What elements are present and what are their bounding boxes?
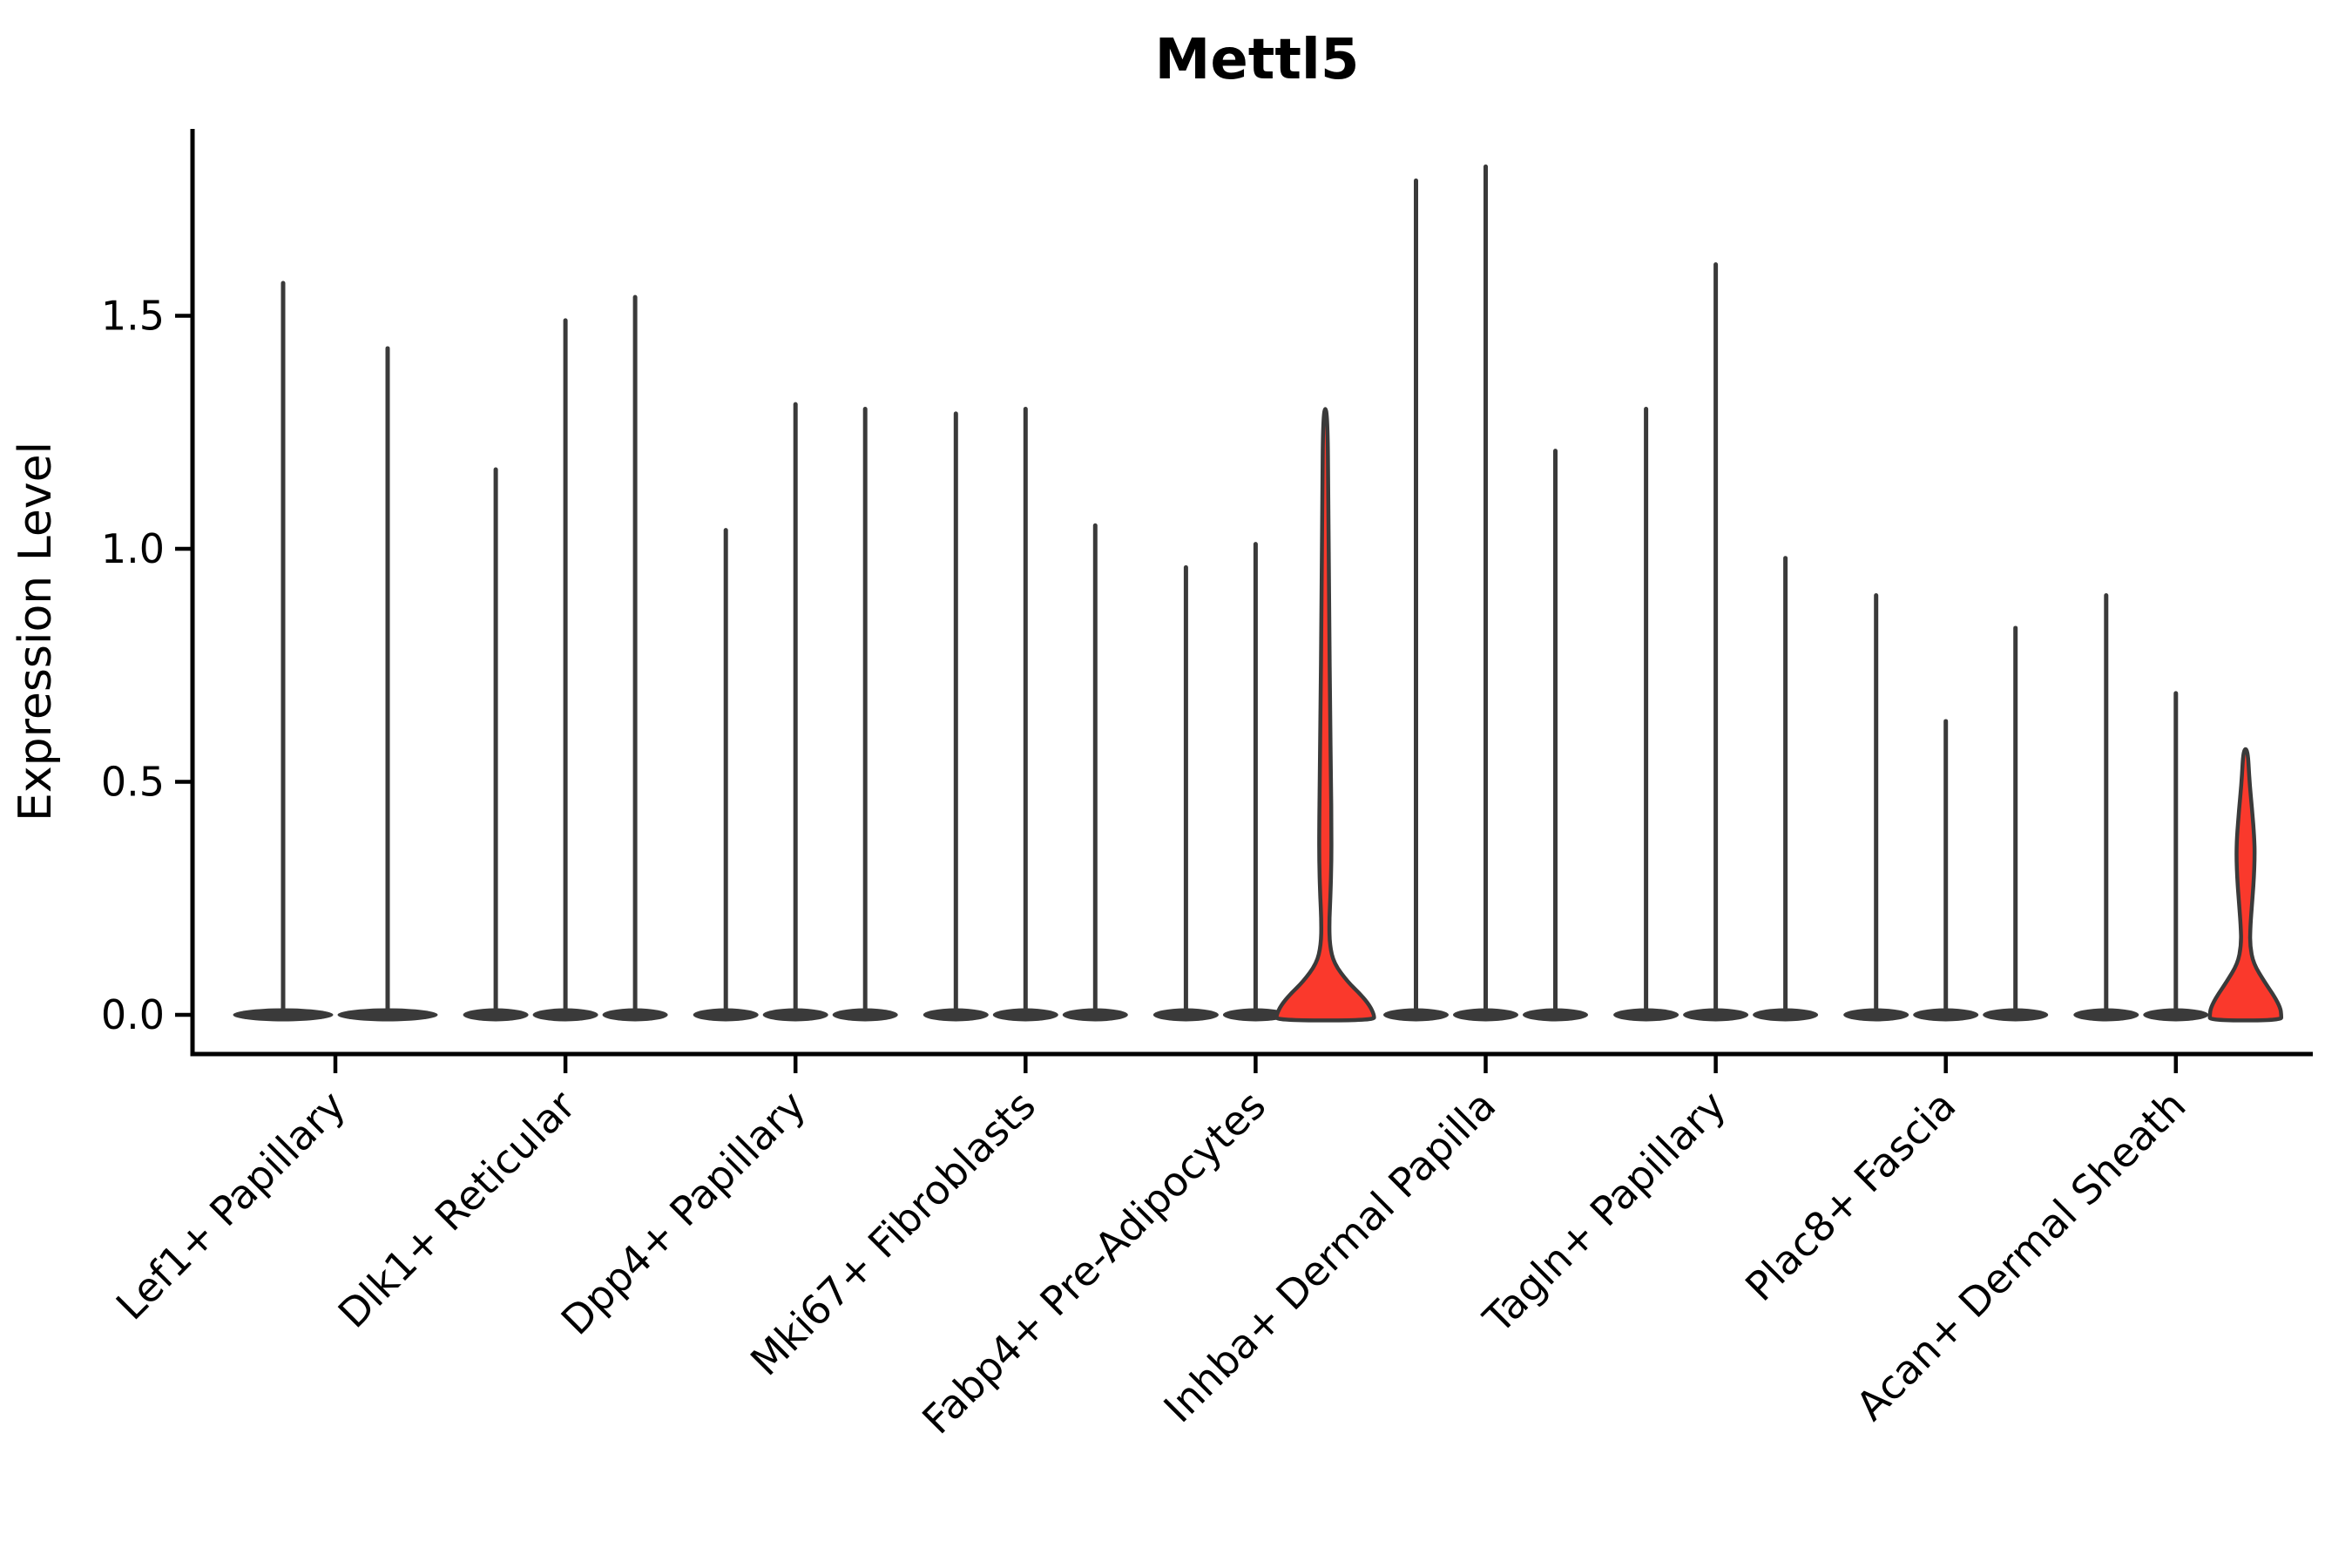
violin-group-5 (1152, 407, 1376, 1023)
y-tick-label: 1.0 (101, 525, 165, 572)
violin-group-7 (1613, 262, 1819, 1022)
violin-group-1 (233, 280, 438, 1022)
violin-group-4 (923, 407, 1128, 1022)
violin-highlighted (2207, 747, 2284, 1023)
x-tick-label: Dlk1+ Reticular (329, 1082, 585, 1337)
x-tick-label: Plac8+ Fascia (1736, 1082, 1964, 1310)
violin-highlighted (1274, 407, 1376, 1023)
x-tick-label: Tagln+ Papillary (1474, 1082, 1735, 1343)
x-tick-label: Lef1+ Papillary (107, 1082, 355, 1329)
y-tick-label: 0.0 (101, 991, 165, 1038)
violin-group-2 (463, 294, 668, 1022)
violin-group-3 (693, 402, 898, 1022)
violin-group-6 (1383, 164, 1588, 1022)
x-tick-label: Dpp4+ Papillary (552, 1082, 814, 1344)
violin-group-8 (1843, 593, 2049, 1022)
y-tick-label: 1.5 (101, 293, 165, 340)
violin-group-9 (2073, 593, 2284, 1023)
chart-title: Mettl5 (1155, 28, 1360, 92)
y-tick-label: 0.5 (101, 759, 165, 806)
y-axis-label: Expression Level (10, 442, 62, 821)
